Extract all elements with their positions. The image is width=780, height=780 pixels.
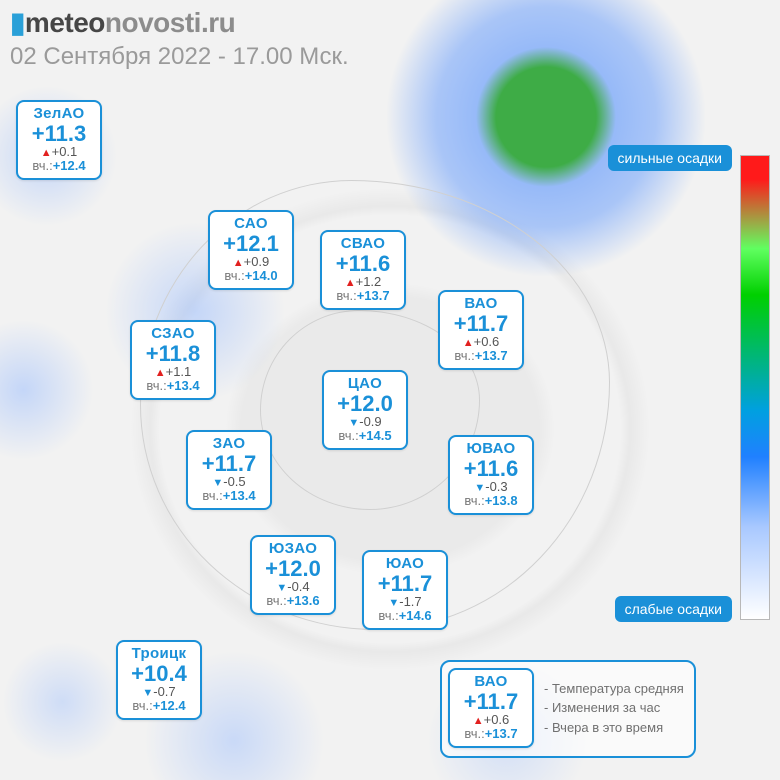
legend-delta: ▲+0.6 [457,713,525,727]
triangle-up-icon: ▲ [463,337,474,349]
delta-value: ▲+1.2 [329,275,397,289]
district-label: СВАО [329,235,397,252]
site-logo: ▮meteonovosti.ru [10,6,349,39]
triangle-up-icon: ▲ [345,277,356,289]
temperature-value: +12.1 [217,232,285,255]
yesterday-value: вч.:+14.5 [331,429,399,444]
delta-value: ▼-0.9 [331,415,399,429]
delta-value: ▲+1.1 [139,365,207,379]
triangle-down-icon: ▼ [142,687,153,699]
temperature-value: +11.7 [195,452,263,475]
delta-value: ▲+0.9 [217,255,285,269]
triangle-down-icon: ▼ [474,482,485,494]
yesterday-value: вч.:+13.8 [457,494,525,509]
temperature-value: +11.3 [25,122,93,145]
legend-temp: +11.7 [457,690,525,713]
yesterday-value: вч.:+13.7 [447,349,515,364]
yesterday-value: вч.:+13.4 [195,489,263,504]
logo-suffix: novosti.ru [105,7,235,38]
district-card-szao[interactable]: СЗАО+11.8▲+1.1вч.:+13.4 [130,320,216,400]
legend-descriptions: - Температура средняя - Изменения за час… [544,679,684,738]
delta-value: ▼-0.3 [457,480,525,494]
district-card-sao[interactable]: САО+12.1▲+0.9вч.:+14.0 [208,210,294,290]
district-card-vao[interactable]: ВАО+11.7▲+0.6вч.:+13.7 [438,290,524,370]
district-card-yuvao[interactable]: ЮВАО+11.6▼-0.3вч.:+13.8 [448,435,534,515]
scale-label-weak: слабые осадки [615,596,732,622]
temperature-value: +10.4 [125,662,193,685]
district-label: ЗАО [195,435,263,452]
temperature-value: +11.6 [457,457,525,480]
temperature-value: +12.0 [259,557,327,580]
yesterday-value: вч.:+14.0 [217,269,285,284]
legend-yesterday: вч.:+13.7 [457,727,525,742]
yesterday-value: вч.:+13.6 [259,594,327,609]
delta-value: ▼-0.7 [125,685,193,699]
delta-value: ▼-1.7 [371,595,439,609]
district-card-zao[interactable]: ЗАО+11.7▼-0.5вч.:+13.4 [186,430,272,510]
triangle-up-icon: ▲ [473,715,484,727]
delta-value: ▲+0.1 [25,145,93,159]
scale-label-strong: сильные осадки [608,145,732,171]
district-label: ВАО [447,295,515,312]
temperature-value: +11.8 [139,342,207,365]
district-label: ЮВАО [457,440,525,457]
legend-line-1: - Температура средняя [544,679,684,699]
temperature-value: +11.7 [371,572,439,595]
district-card-yuzao[interactable]: ЮЗАО+12.0▼-0.4вч.:+13.6 [250,535,336,615]
delta-value: ▲+0.6 [447,335,515,349]
district-label: СЗАО [139,325,207,342]
temperature-value: +11.6 [329,252,397,275]
legend-sample-card: ВАО +11.7 ▲+0.6 вч.:+13.7 [448,668,534,748]
district-label: ЮЗАО [259,540,327,557]
triangle-up-icon: ▲ [41,147,52,159]
delta-value: ▼-0.4 [259,580,327,594]
triangle-down-icon: ▼ [388,597,399,609]
temperature-value: +11.7 [447,312,515,335]
district-label: ЮАО [371,555,439,572]
triangle-down-icon: ▼ [212,477,223,489]
temperature-value: +12.0 [331,392,399,415]
yesterday-value: вч.:+14.6 [371,609,439,624]
legend-line-2: - Изменения за час [544,698,684,718]
yesterday-value: вч.:+12.4 [125,699,193,714]
header: ▮meteonovosti.ru 02 Сентября 2022 - 17.0… [10,6,349,71]
district-card-yuao[interactable]: ЮАО+11.7▼-1.7вч.:+14.6 [362,550,448,630]
yesterday-value: вч.:+12.4 [25,159,93,174]
district-label: САО [217,215,285,232]
yesterday-value: вч.:+13.4 [139,379,207,394]
logo-prefix: meteo [25,7,105,38]
logo-icon: ▮ [10,7,25,38]
district-card-troick[interactable]: Троицк+10.4▼-0.7вч.:+12.4 [116,640,202,720]
precipitation-scale [740,155,770,620]
triangle-up-icon: ▲ [233,257,244,269]
legend-district: ВАО [457,673,525,690]
triangle-down-icon: ▼ [348,417,359,429]
legend-box: ВАО +11.7 ▲+0.6 вч.:+13.7 - Температура … [440,660,696,758]
legend-line-3: - Вчера в это время [544,718,684,738]
district-card-cao[interactable]: ЦАО+12.0▼-0.9вч.:+14.5 [322,370,408,450]
delta-value: ▼-0.5 [195,475,263,489]
triangle-down-icon: ▼ [276,582,287,594]
district-card-svao[interactable]: СВАО+11.6▲+1.2вч.:+13.7 [320,230,406,310]
district-label: ЗелАО [25,105,93,122]
datetime-label: 02 Сентября 2022 - 17.00 Мск. [10,43,349,71]
district-label: ЦАО [331,375,399,392]
district-card-zelao[interactable]: ЗелАО+11.3▲+0.1вч.:+12.4 [16,100,102,180]
yesterday-value: вч.:+13.7 [329,289,397,304]
triangle-up-icon: ▲ [155,367,166,379]
district-label: Троицк [125,645,193,662]
